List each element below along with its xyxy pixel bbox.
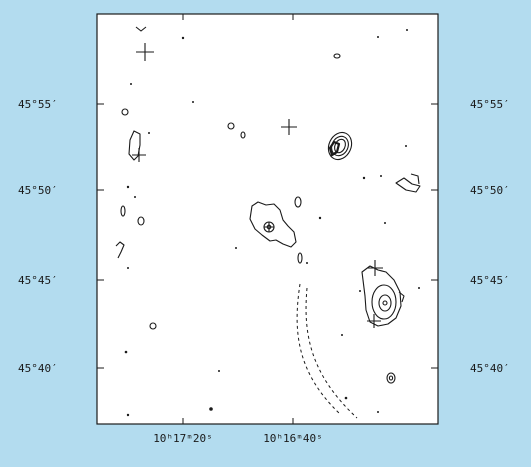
noise-dot bbox=[405, 145, 407, 147]
contour-blob bbox=[297, 252, 303, 264]
marker-cross bbox=[367, 260, 383, 276]
dashed-arc-outer bbox=[305, 287, 358, 419]
axis-ticks bbox=[97, 14, 438, 424]
contour-blob bbox=[120, 205, 126, 217]
noise-dot bbox=[344, 396, 348, 400]
contour-blob bbox=[137, 216, 145, 226]
noise-dot bbox=[318, 216, 322, 220]
marker-cross bbox=[367, 314, 381, 328]
contour-blob bbox=[395, 177, 421, 193]
contour-central-source bbox=[249, 201, 297, 248]
contour-lower-right-peak bbox=[382, 300, 388, 306]
contour-blob bbox=[398, 291, 405, 303]
contour-lower-right-inner bbox=[378, 294, 392, 312]
left-tick-labels: 45°55′ 45°50′ 45°45′ 45°40′ bbox=[18, 98, 58, 375]
right-tick-label: 45°55′ bbox=[470, 98, 510, 111]
noise-dot bbox=[192, 101, 194, 103]
contour-blob bbox=[121, 108, 129, 116]
right-tick-labels: 45°55′ 45°50′ 45°45′ 45°40′ bbox=[470, 98, 510, 375]
dashed-arc bbox=[296, 283, 358, 419]
noise-dot bbox=[124, 350, 128, 354]
dashed-arc-inner bbox=[296, 283, 341, 415]
right-tick-label: 45°40′ bbox=[470, 362, 510, 375]
bottom-tick-labels: 10ʰ17ᵐ20ˢ 10ʰ16ᵐ40ˢ bbox=[153, 432, 323, 445]
noise-dot bbox=[126, 413, 130, 417]
contour-blob bbox=[149, 322, 157, 330]
contour-bright-source-outer bbox=[327, 131, 353, 161]
plot-area bbox=[96, 13, 439, 425]
noise-dot bbox=[418, 287, 420, 289]
left-tick-label: 45°50′ bbox=[18, 184, 58, 197]
noise-dot bbox=[384, 222, 386, 224]
bottom-tick-label: 10ʰ16ᵐ40ˢ bbox=[263, 432, 323, 445]
noise-dot bbox=[209, 407, 213, 411]
noise-dot bbox=[148, 132, 150, 134]
marker-cross bbox=[264, 222, 274, 232]
contour-blob bbox=[410, 173, 420, 185]
noise-dot bbox=[218, 370, 220, 372]
left-tick-label: 45°55′ bbox=[18, 98, 58, 111]
noise-dot bbox=[406, 29, 408, 31]
noise-dot bbox=[362, 176, 366, 180]
contour-blob bbox=[240, 131, 246, 139]
contour-blob bbox=[135, 26, 147, 32]
contour-blob bbox=[115, 241, 125, 259]
marker-cross bbox=[136, 43, 154, 61]
contour-lower-right-outer bbox=[361, 265, 402, 327]
noise-dot bbox=[181, 36, 185, 40]
marker-cross bbox=[132, 148, 146, 162]
contour-bright-blob bbox=[328, 140, 341, 157]
noise-dot bbox=[380, 175, 382, 177]
left-tick-label: 45°40′ bbox=[18, 362, 58, 375]
position-markers bbox=[132, 43, 383, 328]
right-tick-label: 45°45′ bbox=[470, 274, 510, 287]
noise-dot bbox=[377, 411, 379, 413]
noise-dot bbox=[377, 36, 379, 38]
noise-dot bbox=[130, 83, 132, 85]
contour-blob bbox=[333, 53, 341, 59]
right-tick-label: 45°50′ bbox=[470, 184, 510, 197]
noise-dot bbox=[127, 267, 129, 269]
contour-blob bbox=[227, 122, 235, 130]
contour-lower-right-mid bbox=[371, 284, 397, 320]
contour-blob bbox=[294, 196, 302, 208]
bottom-tick-label: 10ʰ17ᵐ20ˢ bbox=[153, 432, 213, 445]
noise-dot bbox=[235, 247, 237, 249]
left-tick-label: 45°45′ bbox=[18, 274, 58, 287]
noise-dot bbox=[126, 185, 130, 189]
marker-cross bbox=[281, 119, 297, 135]
noise-dots bbox=[124, 29, 420, 417]
contour-blob bbox=[386, 372, 396, 384]
noise-dot bbox=[341, 334, 343, 336]
noise-dot bbox=[306, 262, 308, 264]
contour-blob bbox=[388, 375, 394, 381]
noise-dot bbox=[134, 196, 136, 198]
noise-dot bbox=[359, 290, 361, 292]
